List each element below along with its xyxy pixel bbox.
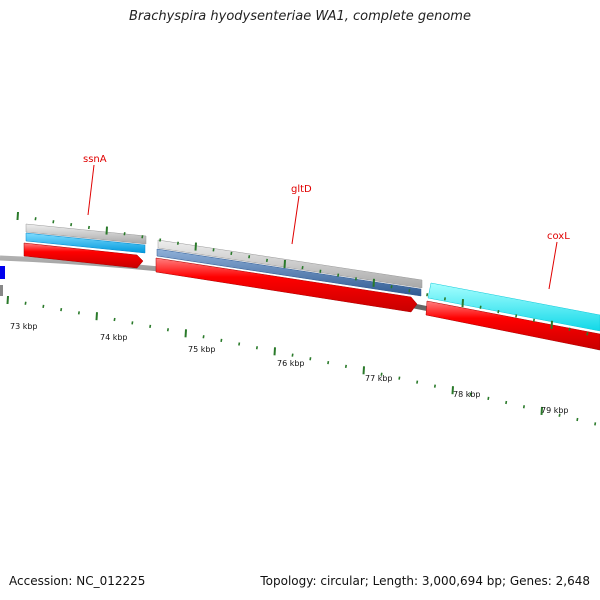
- outer-tick-18: [337, 273, 340, 277]
- ruler-label-78kbp: 78 kbp: [453, 390, 481, 399]
- inner-tick-33: [594, 422, 597, 426]
- cds-bar-coxL: [427, 282, 600, 332]
- outer-tick-23: [426, 293, 429, 297]
- outer-tick-4: [87, 225, 90, 230]
- outer-tick-1: [34, 217, 37, 221]
- ruler-label-76kbp: 76 kbp: [277, 359, 305, 368]
- inner-tick-25: [451, 386, 454, 395]
- forward-arrow-ssnA: [23, 242, 144, 269]
- ruler-label-77kbp: 77 kbp: [365, 374, 393, 383]
- inner-tick-13: [238, 342, 241, 346]
- map-title: Brachyspira hyodysenteriae WA1, complete…: [129, 9, 471, 24]
- inner-tick-21: [380, 372, 383, 376]
- ruler-label-74kbp: 74 kbp: [100, 333, 128, 342]
- outer-tick-2: [52, 220, 55, 224]
- outer-tick-13: [248, 255, 251, 259]
- gene-coxL[interactable]: [425, 282, 600, 351]
- outer-tick-8: [159, 238, 162, 242]
- inner-tick-28: [505, 400, 508, 405]
- outer-tick-16: [301, 265, 304, 270]
- inner-tick-24: [433, 384, 436, 388]
- cds-bar-gltD: [156, 248, 422, 297]
- inner-tick-22: [398, 376, 401, 380]
- inner-tick-16: [291, 353, 294, 357]
- outer-tick-24: [443, 297, 446, 301]
- inner-tick-0: [6, 295, 9, 305]
- outer-tick-9: [176, 241, 179, 245]
- inner-tick-12: [220, 338, 223, 343]
- outer-tick-30: [550, 320, 553, 329]
- outer-tick-19: [354, 277, 357, 281]
- outer-tick-28: [515, 314, 518, 318]
- outer-tick-11: [212, 248, 215, 252]
- outer-tick-15: [283, 259, 286, 269]
- genome-summary-text: Topology: circular; Length: 3,000,694 bp…: [260, 574, 590, 588]
- inner-tick-9: [166, 328, 169, 332]
- inner-tick-20: [362, 366, 365, 375]
- outer-tick-31: [568, 327, 571, 331]
- inner-tick-14: [255, 346, 258, 350]
- inner-tick-5: [95, 312, 98, 321]
- leader-line-gltD: [291, 195, 300, 245]
- leader-line-ssnA: [87, 164, 95, 216]
- outer-tick-25: [461, 299, 464, 308]
- inner-tick-31: [558, 413, 561, 417]
- inner-tick-32: [576, 417, 579, 422]
- outer-tick-7: [141, 235, 144, 239]
- gene-label-gltD: gltD: [291, 184, 312, 195]
- forward-arrow-coxL: [425, 300, 600, 351]
- outer-tick-26: [479, 305, 482, 309]
- reverse-feature-gray[interactable]: [0, 285, 3, 296]
- outer-tick-marks: [16, 211, 589, 336]
- inner-tick-4: [77, 311, 80, 315]
- inner-tick-29: [522, 405, 525, 409]
- inner-tick-2: [42, 304, 45, 309]
- inner-tick-26: [469, 392, 472, 396]
- rna-bar-gltD: [157, 239, 423, 289]
- inner-tick-7: [131, 321, 134, 325]
- inner-tick-8: [149, 324, 152, 329]
- outer-tick-21: [390, 285, 393, 289]
- outer-tick-14: [265, 258, 268, 263]
- inner-tick-27: [487, 396, 490, 401]
- outer-tick-17: [319, 269, 322, 273]
- ruler-label-79kbp: 79 kbp: [541, 406, 569, 415]
- inner-tick-17: [309, 357, 312, 361]
- cds-bar-ssnA: [25, 232, 146, 254]
- gene-gltD[interactable]: [155, 239, 423, 313]
- outer-tick-29: [532, 318, 535, 322]
- inner-tick-marks: [6, 295, 597, 426]
- outer-tick-10: [194, 242, 197, 251]
- accession-text: Accession: NC_012225: [9, 574, 146, 588]
- inner-tick-23: [416, 380, 419, 384]
- outer-tick-12: [230, 251, 233, 256]
- outer-tick-3: [70, 222, 73, 227]
- inner-tick-18: [327, 360, 330, 365]
- outer-tick-5: [105, 226, 108, 235]
- outer-tick-32: [586, 332, 589, 336]
- gene-label-ssnA: ssnA: [83, 154, 107, 165]
- inner-tick-19: [344, 364, 347, 369]
- inner-tick-11: [202, 335, 205, 339]
- forward-arrow-gltD: [155, 257, 418, 313]
- leader-line-coxL: [548, 241, 558, 290]
- outer-tick-0: [16, 211, 19, 221]
- gene-label-coxL: coxL: [547, 231, 570, 242]
- inner-tick-15: [273, 347, 276, 356]
- inner-tick-10: [184, 329, 187, 338]
- reverse-feature-blue[interactable]: [0, 266, 5, 279]
- outer-tick-6: [123, 232, 126, 236]
- outer-tick-27: [497, 309, 500, 314]
- ruler-label-73kbp: 73 kbp: [10, 322, 38, 331]
- inner-tick-6: [113, 317, 116, 322]
- inner-tick-3: [60, 307, 63, 312]
- gene-ssnA[interactable]: [23, 223, 147, 269]
- inner-tick-1: [24, 301, 27, 305]
- ruler-label-75kbp: 75 kbp: [188, 345, 216, 354]
- outer-tick-20: [372, 278, 375, 287]
- inner-tick-30: [540, 406, 543, 415]
- outer-tick-22: [408, 289, 411, 293]
